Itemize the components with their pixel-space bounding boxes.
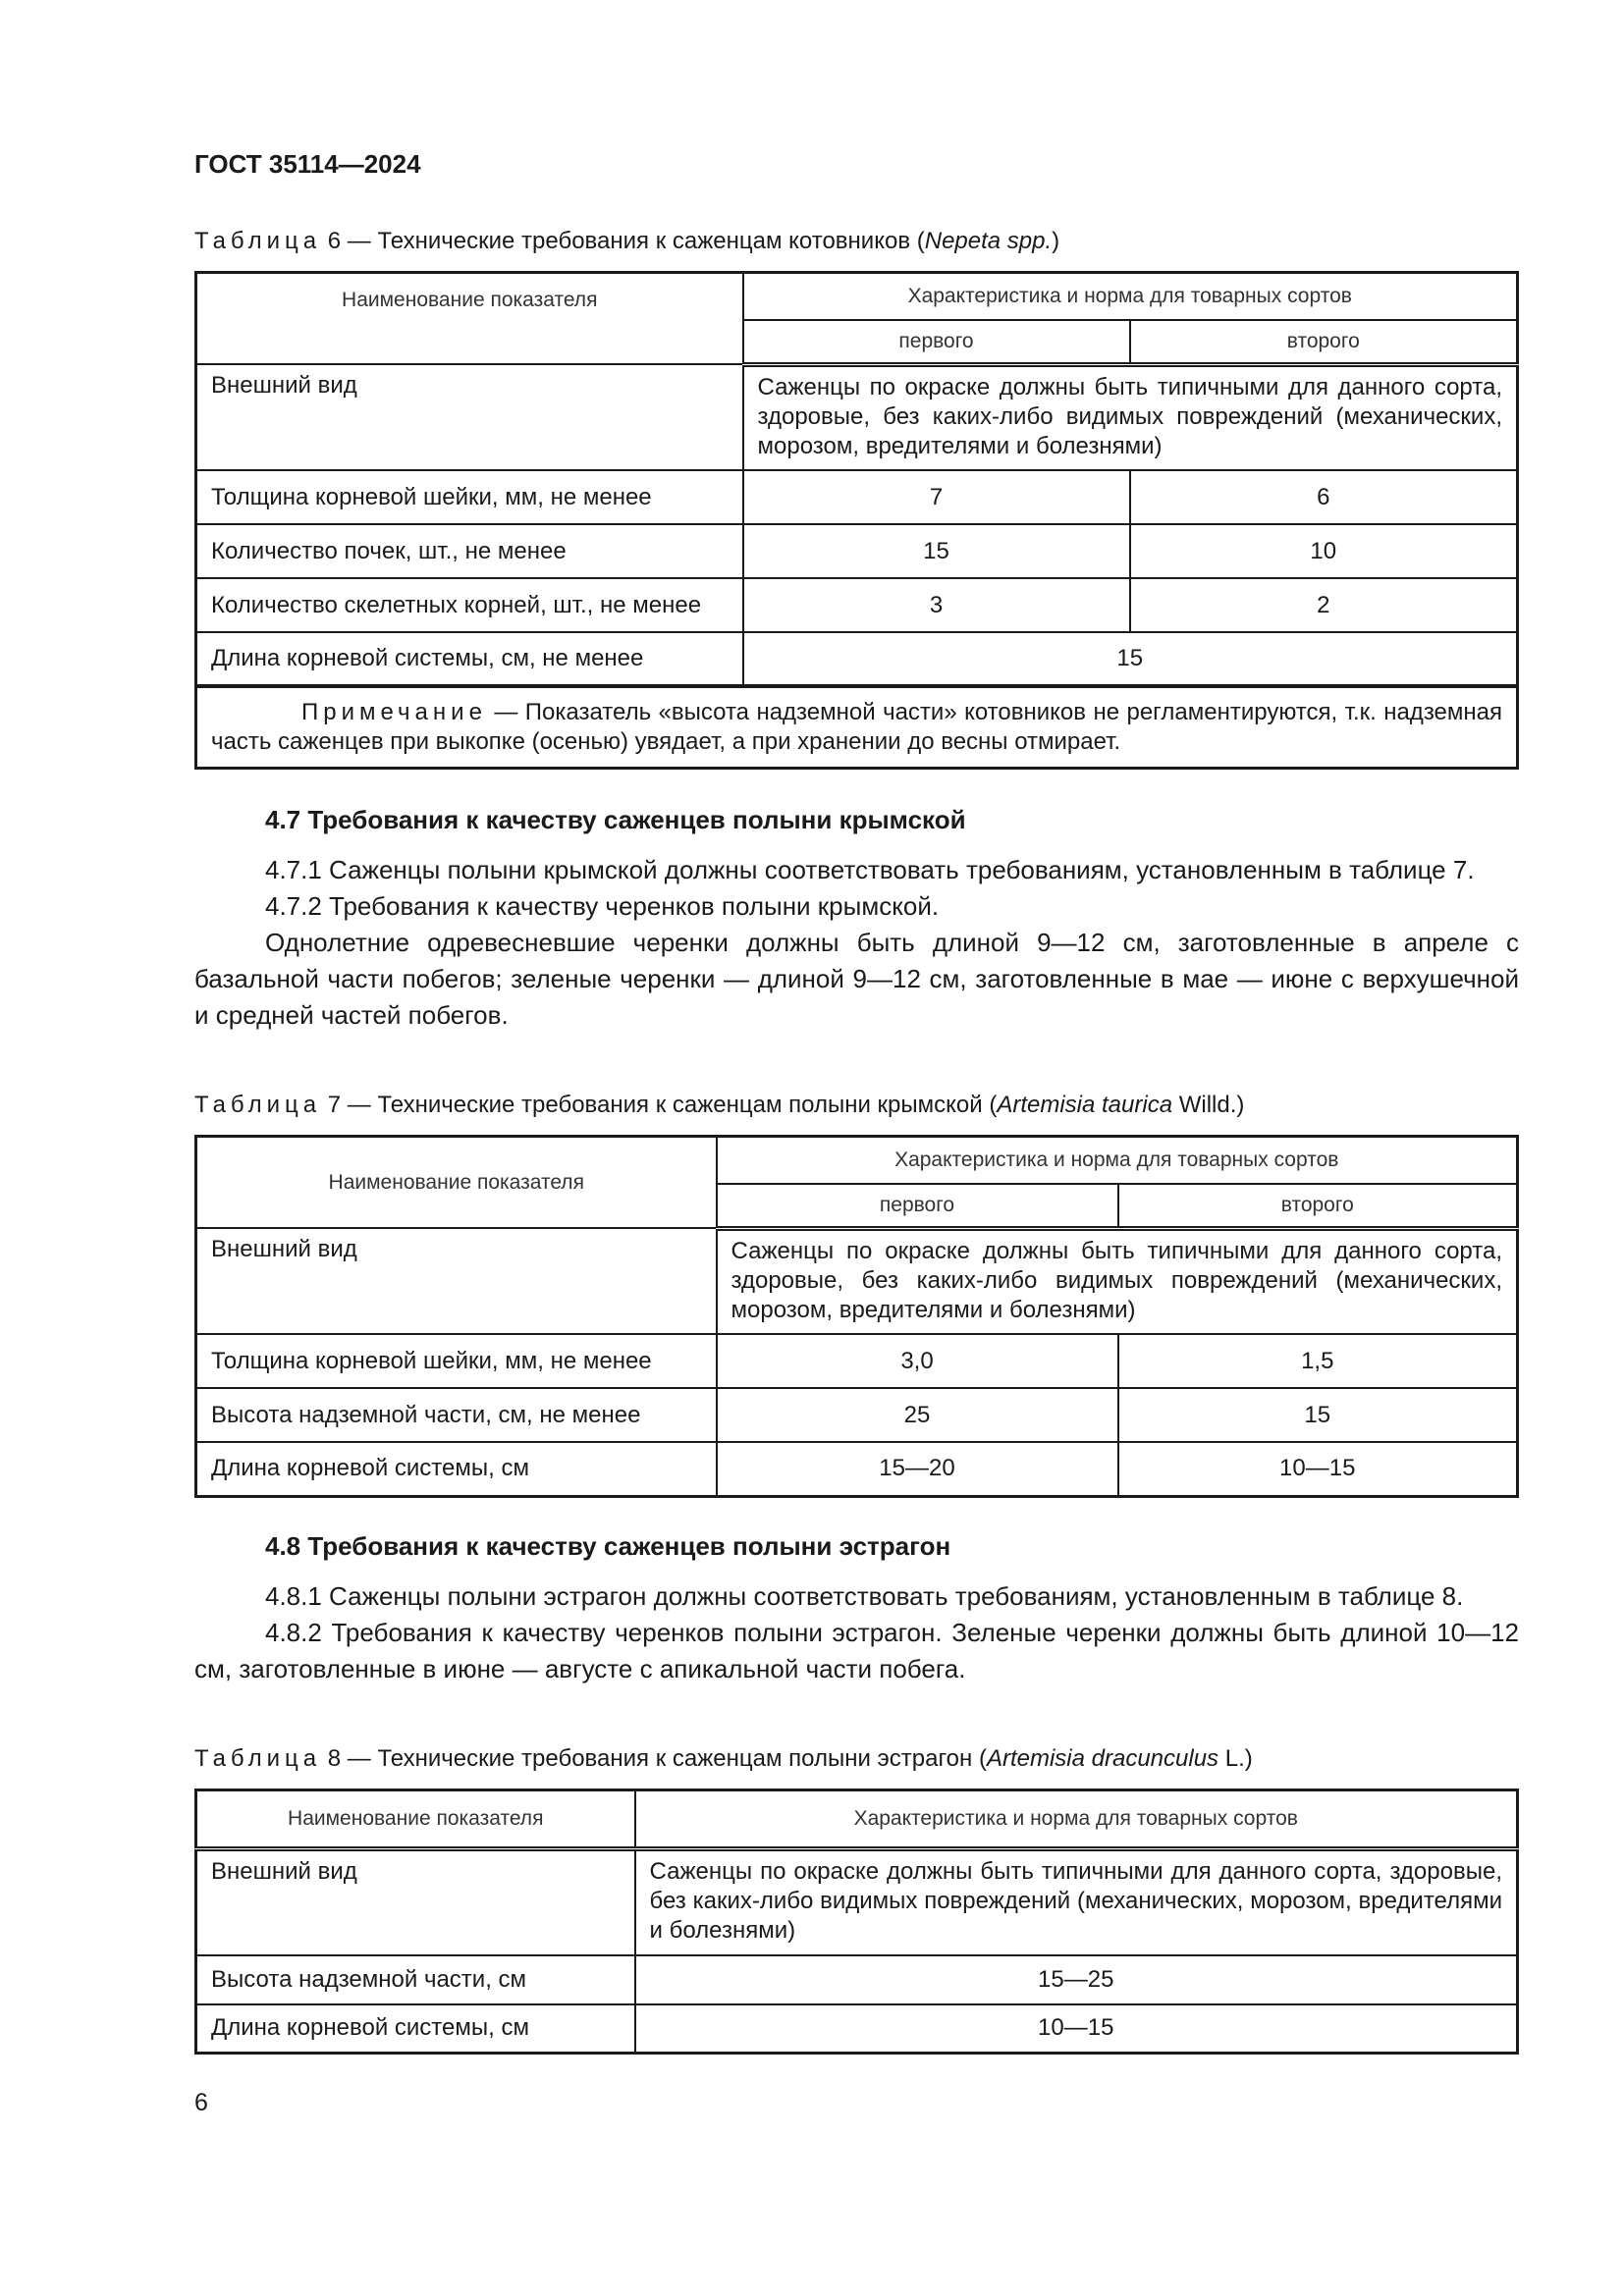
col-header-name: Наименование показателя <box>194 1789 636 1851</box>
section-4-7-heading: 4.7 Требования к качеству саженцев полын… <box>265 805 966 834</box>
table7-caption: Таблица 7 — Технические требования к саж… <box>194 1092 1519 1119</box>
col-header-first: первого <box>715 1182 1119 1231</box>
col-header-norm: Характеристика и норма для товарных сорт… <box>741 271 1519 321</box>
row-name: Длина корневой системы, см <box>194 2002 636 2055</box>
table6: Наименование показателя Характеристика и … <box>194 271 1519 770</box>
note-text: — Показатель «высота надземной части» ко… <box>211 699 1502 755</box>
col-header-norm: Характеристика и норма для товарных сорт… <box>633 1789 1519 1851</box>
row-name: Толщина корневой шейки, мм, не менее <box>194 469 744 525</box>
caption-italic: Artemisia dracunculus <box>986 1745 1219 1772</box>
paragraph: Однолетние одревесневшие черенки должны … <box>194 928 1519 1030</box>
row-first: 25 <box>715 1387 1119 1443</box>
row-second: 1,5 <box>1116 1333 1519 1389</box>
table-row: Внешний вид Саженцы по окраске должны быт… <box>194 1847 1519 1956</box>
paragraph: 4.7.1 Саженцы полыни крымской должны соо… <box>265 855 1475 884</box>
row-name: Толщина корневой шейки, мм, не менее <box>194 1333 718 1389</box>
paragraph: 4.8.2 Требования к качеству черенков пол… <box>194 1618 1519 1683</box>
row-first: 7 <box>741 469 1131 525</box>
table-row: Толщина корневой шейки, мм, не менее 3,0 1… <box>194 1333 1519 1389</box>
row-second: 15 <box>1116 1387 1519 1443</box>
note-cell: Примечание — Показатель «высота надземно… <box>194 685 1519 770</box>
table-note: Примечание — Показатель «высота надземно… <box>194 685 1519 770</box>
table-row: Длина корневой системы, см, не менее 15 <box>194 631 1519 687</box>
row-second: 10 <box>1128 523 1519 579</box>
row-value: 15 <box>741 631 1519 687</box>
row-name: Высота надземной части, см <box>194 1953 636 2005</box>
table6-caption: Таблица 6 — Технические требования к саж… <box>194 228 1519 255</box>
row-value: Саженцы по окраске должны быть типичными… <box>715 1227 1519 1335</box>
row-name: Внешний вид <box>194 1227 718 1335</box>
col-header-name: Наименование показателя <box>194 271 744 365</box>
table-row: Толщина корневой шейки, мм, не менее 7 6 <box>194 469 1519 525</box>
caption-end: L.) <box>1218 1745 1253 1772</box>
table-row: Внешний вид Саженцы по окраске должны быт… <box>194 1227 1519 1335</box>
row-name: Количество почек, шт., не менее <box>194 523 744 579</box>
col-header-norm: Характеристика и норма для товарных сорт… <box>715 1135 1519 1185</box>
row-first: 15—20 <box>715 1441 1119 1497</box>
caption-prefix: Таблица <box>194 1745 322 1772</box>
row-first: 3,0 <box>715 1333 1119 1389</box>
caption-text: 6 — Технические требования к саженцам ко… <box>321 228 925 254</box>
row-first: 3 <box>741 577 1131 633</box>
row-name: Длина корневой системы, см <box>194 1441 718 1497</box>
row-name: Длина корневой системы, см, не менее <box>194 631 744 687</box>
caption-end: Willd.) <box>1172 1092 1245 1118</box>
col-header-second: второго <box>1116 1182 1519 1231</box>
caption-prefix: Таблица <box>194 228 322 254</box>
table-row: Количество почек, шт., не менее 15 10 <box>194 523 1519 579</box>
table-row: Количество скелетных корней, шт., не мен… <box>194 577 1519 633</box>
row-first: 15 <box>741 523 1131 579</box>
row-value: Саженцы по окраске должны быть типичными… <box>633 1847 1519 1956</box>
table-row: Внешний вид Саженцы по окраске должны быт… <box>194 363 1519 471</box>
col-header-first: первого <box>741 318 1131 367</box>
section-4-8-heading: 4.8 Требования к качеству саженцев полын… <box>265 1531 951 1561</box>
document-title: ГОСТ 35114—2024 <box>194 149 421 179</box>
table-row: Длина корневой системы, см 10—15 <box>194 2002 1519 2055</box>
page-number: 6 <box>194 2089 208 2116</box>
caption-prefix: Таблица <box>194 1092 322 1118</box>
row-value: 10—15 <box>633 2002 1519 2055</box>
note-label: Примечание <box>301 699 487 725</box>
caption-italic: Artemisia taurica <box>997 1092 1173 1118</box>
row-name: Высота надземной части, см, не менее <box>194 1387 718 1443</box>
row-name: Количество скелетных корней, шт., не мен… <box>194 577 744 633</box>
row-name: Внешний вид <box>194 363 744 471</box>
row-name: Внешний вид <box>194 1847 636 1956</box>
table7: Наименование показателя Характеристика и … <box>194 1135 1519 1498</box>
row-value: Саженцы по окраске должны быть типичными… <box>741 363 1519 471</box>
caption-text: 8 — Технические требования к саженцам по… <box>321 1745 987 1772</box>
caption-end: ) <box>1052 228 1060 254</box>
col-header-name: Наименование показателя <box>194 1135 718 1229</box>
caption-text: 7 — Технические требования к саженцам по… <box>321 1092 998 1118</box>
caption-italic: Nepeta spp. <box>924 228 1053 254</box>
table8: Наименование показателя Характеристика и … <box>194 1789 1519 2055</box>
paragraph: 4.8.1 Саженцы полыни эстрагон должны соо… <box>265 1581 1464 1611</box>
table-row: Высота надземной части, см, не менее 25 15 <box>194 1387 1519 1443</box>
section-4-8-body: 4.8.1 Саженцы полыни эстрагон должны соо… <box>194 1578 1519 1687</box>
row-second: 10—15 <box>1116 1441 1519 1497</box>
row-second: 2 <box>1128 577 1519 633</box>
table-row: Высота надземной части, см 15—25 <box>194 1953 1519 2005</box>
row-second: 6 <box>1128 469 1519 525</box>
col-header-second: второго <box>1128 318 1519 367</box>
row-value: 15—25 <box>633 1953 1519 2005</box>
section-4-7-body: 4.7.1 Саженцы полыни крымской должны соо… <box>194 852 1519 1034</box>
table-row: Длина корневой системы, см 15—20 10—15 <box>194 1441 1519 1497</box>
paragraph: 4.7.2 Требования к качеству черенков пол… <box>265 891 940 921</box>
table8-caption: Таблица 8 — Технические требования к саж… <box>194 1745 1519 1773</box>
